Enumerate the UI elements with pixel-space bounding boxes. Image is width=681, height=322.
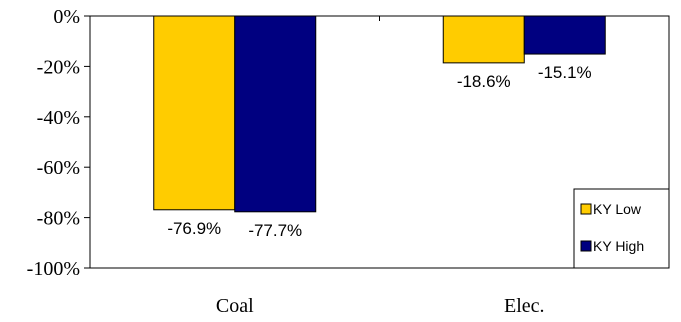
bar-elec-ky-high xyxy=(523,15,606,55)
y-tick-label: -80% xyxy=(37,208,80,230)
legend-entry: KY High xyxy=(593,238,644,254)
data-label: -77.7% xyxy=(248,221,302,240)
chart-axes: 0% -20% -40% -60% -80% -100% Coal Elec. xyxy=(27,6,670,317)
y-tick-label: -40% xyxy=(37,107,80,129)
legend-swatch xyxy=(580,240,592,252)
y-tick-label: -100% xyxy=(27,258,80,280)
x-category-label: Coal xyxy=(216,295,254,317)
y-tick-label: -60% xyxy=(37,157,80,179)
bar-coal-ky-low xyxy=(153,15,236,211)
chart-legend: KY Low KY High xyxy=(573,188,670,269)
chart-bars xyxy=(153,15,606,213)
bar-coal-ky-high xyxy=(234,15,317,213)
legend-box xyxy=(573,188,670,269)
bar-elec-ky-low xyxy=(442,15,525,64)
y-tick-label: 0% xyxy=(53,6,80,28)
y-tick-label: -20% xyxy=(37,56,80,78)
x-category-label: Elec. xyxy=(504,295,545,317)
data-label: -15.1% xyxy=(538,63,592,82)
data-label: -76.9% xyxy=(167,219,221,238)
legend-swatch xyxy=(580,203,592,215)
chart-data-labels: -76.9% -77.7% -18.6% -15.1% xyxy=(167,63,591,240)
legend-entry: KY Low xyxy=(593,201,642,217)
data-label: -18.6% xyxy=(457,72,511,91)
